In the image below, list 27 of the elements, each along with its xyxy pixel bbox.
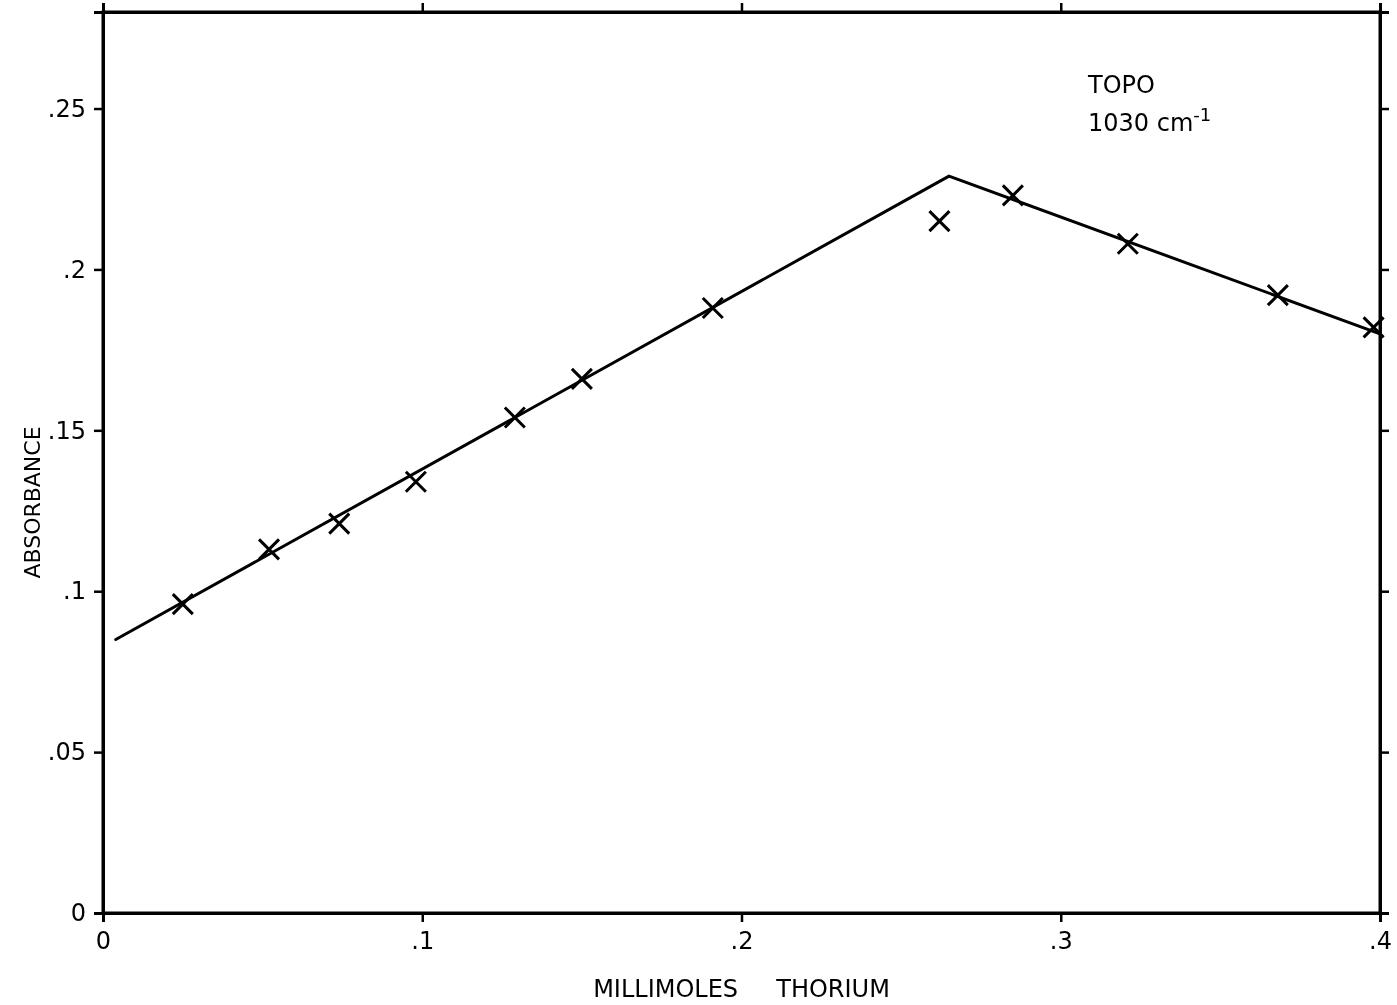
y-tick-label: .15 (47, 416, 86, 445)
y-tick-label: .25 (47, 94, 86, 123)
annotation: 1030 cm$^{-1}$ (1088, 103, 1212, 137)
y-tick-label: .05 (47, 738, 86, 767)
point (927, 209, 951, 233)
x-axis-title: MILLIMOLES THORIUM (593, 975, 890, 1003)
x-tick-label: 0 (95, 927, 112, 956)
annotation: TOPO (1087, 71, 1155, 99)
x-tick-label: .2 (730, 927, 754, 956)
point (404, 470, 428, 494)
point (1362, 315, 1386, 339)
point (570, 367, 594, 391)
point (257, 537, 281, 561)
y-tick-label: 0 (70, 899, 86, 928)
point (1001, 183, 1025, 207)
x-tick-label: .3 (1049, 927, 1073, 956)
y-tick-label: .1 (63, 577, 86, 606)
y-tick-label: .2 (63, 255, 86, 284)
x-tick-label: .1 (411, 927, 435, 956)
point (327, 512, 351, 536)
point (1266, 283, 1290, 307)
x-tick-label: .4 (1369, 927, 1392, 956)
point (503, 405, 527, 429)
point (1116, 232, 1140, 256)
point (171, 592, 195, 616)
point (701, 296, 725, 320)
y-axis-title: ABSORBANCE (20, 426, 45, 579)
